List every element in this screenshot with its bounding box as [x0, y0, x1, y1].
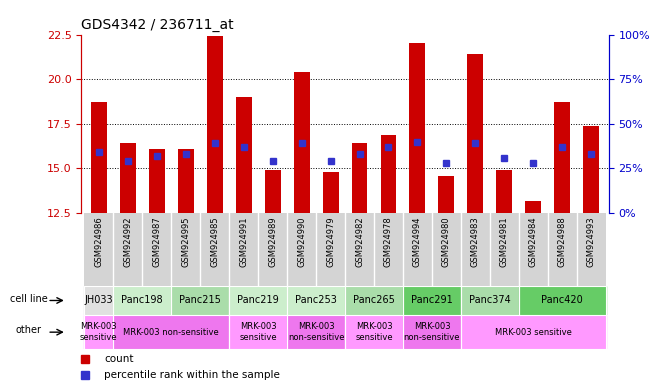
- Text: GSM924991: GSM924991: [239, 216, 248, 266]
- Text: cell line: cell line: [10, 294, 48, 304]
- Text: Panc219: Panc219: [237, 295, 279, 306]
- Bar: [548, 213, 577, 286]
- Bar: [345, 315, 403, 349]
- Text: GSM924980: GSM924980: [442, 216, 451, 266]
- Text: GSM924989: GSM924989: [268, 216, 277, 266]
- Text: GSM924982: GSM924982: [355, 216, 364, 266]
- Bar: [178, 149, 193, 213]
- Bar: [84, 286, 113, 315]
- Bar: [439, 175, 454, 213]
- Bar: [113, 213, 142, 286]
- Bar: [374, 213, 403, 286]
- Text: GSM924992: GSM924992: [123, 216, 132, 266]
- Bar: [229, 213, 258, 286]
- Text: Panc265: Panc265: [353, 295, 395, 306]
- Text: MRK-003 sensitive: MRK-003 sensitive: [495, 328, 572, 337]
- Text: GSM924983: GSM924983: [471, 216, 480, 267]
- Bar: [403, 315, 461, 349]
- Bar: [294, 72, 309, 213]
- Bar: [409, 43, 426, 213]
- Text: count: count: [104, 354, 133, 364]
- Bar: [264, 170, 281, 213]
- Bar: [490, 213, 519, 286]
- Text: GSM924987: GSM924987: [152, 216, 161, 267]
- Bar: [287, 286, 345, 315]
- Text: Panc253: Panc253: [295, 295, 337, 306]
- Text: MRK-003
non-sensitive: MRK-003 non-sensitive: [288, 323, 344, 342]
- Bar: [403, 213, 432, 286]
- Bar: [577, 213, 606, 286]
- Bar: [432, 213, 461, 286]
- Text: MRK-003
sensitive: MRK-003 sensitive: [355, 323, 393, 342]
- Text: GSM924995: GSM924995: [181, 216, 190, 266]
- Bar: [287, 213, 316, 286]
- Bar: [461, 286, 519, 315]
- Bar: [84, 213, 113, 286]
- Bar: [345, 213, 374, 286]
- Bar: [352, 144, 367, 213]
- Bar: [258, 213, 287, 286]
- Bar: [120, 144, 135, 213]
- Text: GSM924981: GSM924981: [500, 216, 509, 266]
- Bar: [148, 149, 165, 213]
- Bar: [345, 286, 403, 315]
- Text: GSM924988: GSM924988: [558, 216, 567, 267]
- Bar: [200, 213, 229, 286]
- Text: GSM924978: GSM924978: [384, 216, 393, 267]
- Bar: [287, 315, 345, 349]
- Bar: [497, 170, 512, 213]
- Bar: [461, 315, 606, 349]
- Bar: [467, 54, 484, 213]
- Bar: [461, 213, 490, 286]
- Bar: [113, 286, 171, 315]
- Bar: [229, 286, 287, 315]
- Text: GSM924979: GSM924979: [326, 216, 335, 266]
- Bar: [84, 315, 113, 349]
- Bar: [403, 286, 461, 315]
- Text: GSM924990: GSM924990: [297, 216, 306, 266]
- Text: MRK-003
sensitive: MRK-003 sensitive: [80, 323, 118, 342]
- Text: GSM924994: GSM924994: [413, 216, 422, 266]
- Bar: [142, 213, 171, 286]
- Text: Panc215: Panc215: [179, 295, 221, 306]
- Text: GDS4342 / 236711_at: GDS4342 / 236711_at: [81, 18, 234, 32]
- Text: MRK-003
sensitive: MRK-003 sensitive: [240, 323, 277, 342]
- Bar: [381, 134, 396, 213]
- Bar: [206, 36, 223, 213]
- Text: Panc291: Panc291: [411, 295, 453, 306]
- Bar: [555, 103, 570, 213]
- Bar: [171, 286, 229, 315]
- Bar: [316, 213, 345, 286]
- Bar: [519, 286, 606, 315]
- Text: GSM924986: GSM924986: [94, 216, 104, 267]
- Text: Panc420: Panc420: [542, 295, 583, 306]
- Text: GSM924984: GSM924984: [529, 216, 538, 266]
- Text: Panc374: Panc374: [469, 295, 511, 306]
- Bar: [90, 103, 107, 213]
- Bar: [229, 315, 287, 349]
- Bar: [583, 126, 600, 213]
- Text: percentile rank within the sample: percentile rank within the sample: [104, 370, 280, 381]
- Bar: [519, 213, 548, 286]
- Text: MRK-003
non-sensitive: MRK-003 non-sensitive: [404, 323, 460, 342]
- Bar: [236, 97, 251, 213]
- Text: JH033: JH033: [85, 295, 113, 306]
- Bar: [171, 213, 200, 286]
- Text: GSM924985: GSM924985: [210, 216, 219, 266]
- Text: other: other: [16, 325, 42, 336]
- Bar: [525, 200, 542, 213]
- Text: Panc198: Panc198: [121, 295, 163, 306]
- Bar: [323, 172, 339, 213]
- Text: MRK-003 non-sensitive: MRK-003 non-sensitive: [123, 328, 219, 337]
- Bar: [113, 315, 229, 349]
- Text: GSM924993: GSM924993: [587, 216, 596, 266]
